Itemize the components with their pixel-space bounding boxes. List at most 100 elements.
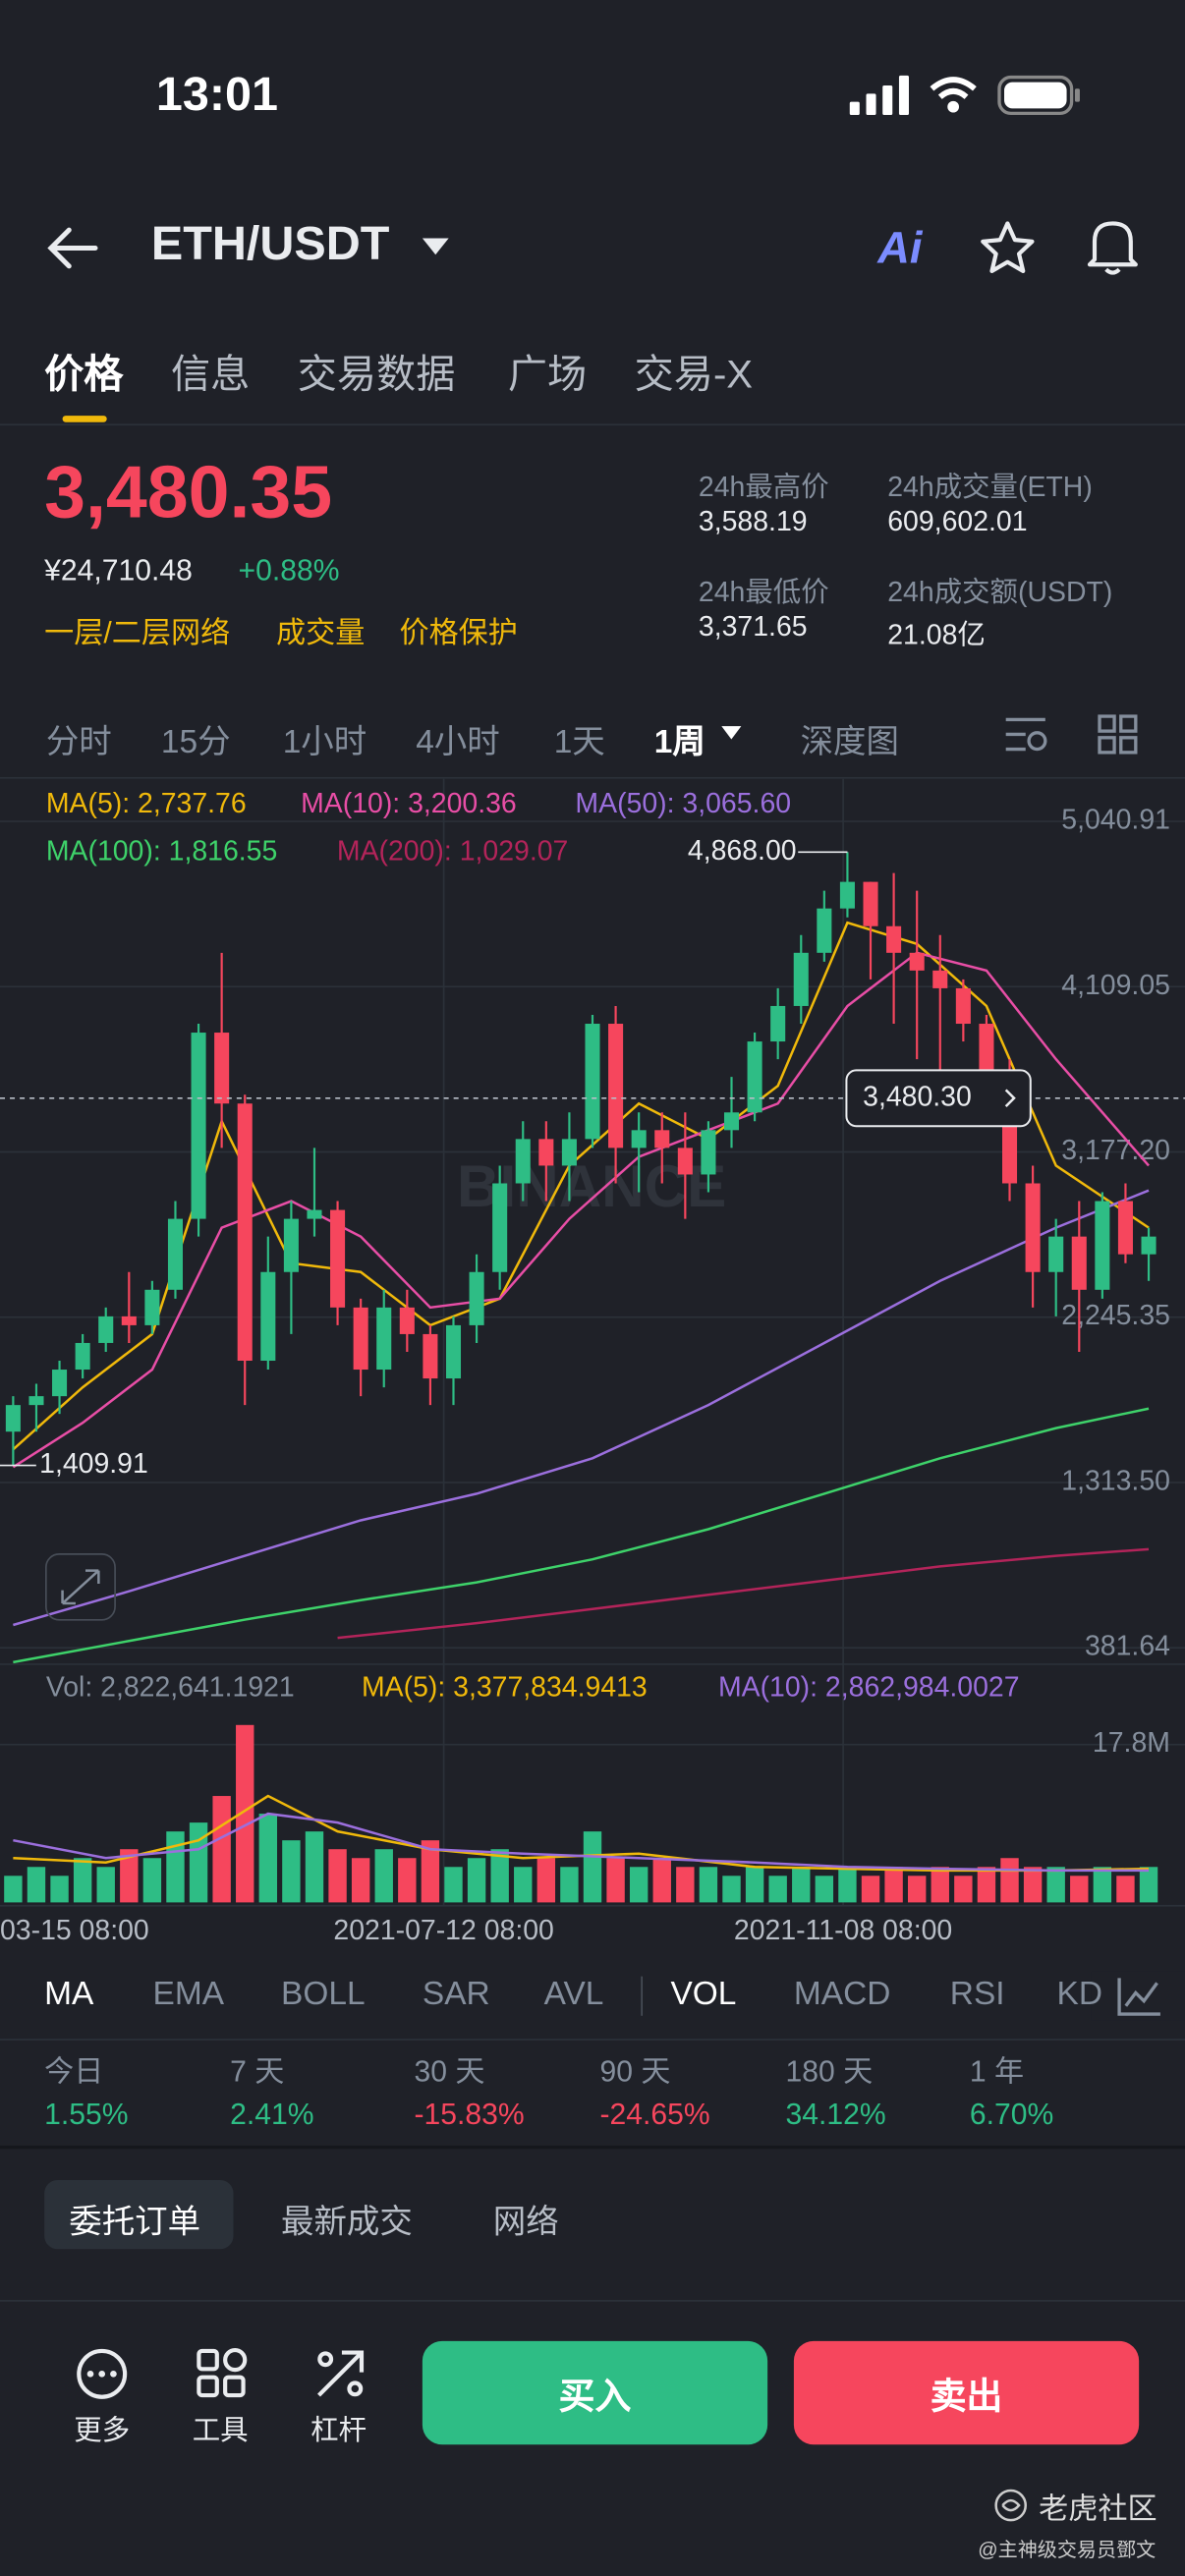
indicator[interactable]: KD <box>1056 1976 1103 2013</box>
indicator[interactable]: MA <box>44 1976 94 2013</box>
leverage-icon[interactable] <box>312 2346 368 2402</box>
volume-bar <box>838 1867 857 1903</box>
high-label: 4,868.00 <box>688 835 797 867</box>
back-button[interactable] <box>46 223 102 272</box>
candle-body <box>955 987 971 1025</box>
divider <box>0 776 1185 779</box>
x-tick-label: 2021-07-12 08:00 <box>333 1915 553 1946</box>
alert-button[interactable] <box>1085 217 1141 276</box>
indicator[interactable]: EMA <box>152 1976 225 2013</box>
indicator[interactable]: BOLL <box>281 1976 366 2013</box>
candle-body <box>631 1130 647 1148</box>
candle-body <box>353 1307 368 1371</box>
volume-bar <box>444 1867 463 1903</box>
price-tag[interactable]: 价格保护 <box>399 616 518 649</box>
price-tag[interactable]: 一层/二层网络 <box>44 616 231 649</box>
perf-value: 6.70% <box>969 2098 1054 2131</box>
volume-bar <box>189 1822 208 1903</box>
tab[interactable]: 交易-X <box>634 353 754 398</box>
pair-title[interactable]: ETH/USDT <box>150 218 390 271</box>
volume-bar <box>861 1876 880 1903</box>
candle-body <box>608 1024 624 1148</box>
candle-body <box>376 1307 392 1371</box>
volume-bar <box>583 1831 602 1903</box>
tools-icon[interactable] <box>194 2346 250 2402</box>
volume-bar <box>815 1876 834 1903</box>
volume-bar <box>606 1858 625 1903</box>
stat-label: 24h最高价 <box>698 471 829 503</box>
volume-bar <box>536 1858 556 1903</box>
buy-button[interactable]: 买入 <box>422 2340 768 2445</box>
candle-body <box>654 1130 670 1148</box>
interval[interactable]: 分时 <box>45 724 112 761</box>
indicator[interactable]: MACD <box>793 1976 891 2013</box>
indicator[interactable]: VOL <box>670 1976 737 2013</box>
candle-body <box>585 1024 600 1140</box>
expand-button <box>44 1553 116 1621</box>
candle-body <box>1071 1236 1087 1290</box>
ai-button[interactable]: Ai <box>877 223 923 273</box>
order-tab[interactable]: 最新成交 <box>281 2205 413 2241</box>
x-tick-label: 03-15 08:00 <box>0 1915 149 1946</box>
pair-dropdown[interactable] <box>421 237 450 256</box>
layout-button[interactable] <box>1097 713 1139 756</box>
volume-bar <box>1093 1867 1112 1903</box>
candle-body <box>863 881 878 926</box>
brand-logo <box>994 2489 1028 2522</box>
volume-bar <box>768 1876 787 1903</box>
perf-label: 180 天 <box>785 2054 874 2089</box>
price-tag[interactable]: 成交量 <box>276 616 366 649</box>
candle-body <box>307 1209 322 1219</box>
perf-label: 7 天 <box>230 2054 285 2089</box>
status-icons <box>849 75 1080 116</box>
perf-label: 1 年 <box>969 2054 1025 2089</box>
interval[interactable]: 1天 <box>553 724 605 761</box>
volume-bar <box>4 1876 23 1903</box>
vol-legend: MA(5): 3,377,834.9413 <box>362 1672 648 1704</box>
candle-body <box>492 1183 508 1272</box>
candle-body <box>28 1396 44 1406</box>
indicator[interactable]: SAR <box>422 1976 490 2013</box>
stat-value: 3,371.65 <box>698 611 808 643</box>
indicator-settings[interactable] <box>1114 1973 1163 2019</box>
interval[interactable]: 1周 <box>653 724 705 761</box>
action-label[interactable]: 杠杆 <box>310 2415 367 2446</box>
interval[interactable]: 4小时 <box>416 724 500 761</box>
interval[interactable]: 1小时 <box>282 724 367 761</box>
candle-body <box>260 1271 276 1362</box>
volume-bar <box>745 1867 764 1903</box>
tab[interactable]: 信息 <box>170 353 251 398</box>
action-label[interactable]: 工具 <box>192 2415 249 2446</box>
order-tab[interactable]: 网络 <box>492 2205 559 2241</box>
candle-body <box>52 1370 68 1397</box>
action-label[interactable]: 更多 <box>74 2415 131 2446</box>
volume-bar <box>1023 1867 1043 1903</box>
indicator[interactable]: RSI <box>949 1976 1005 2013</box>
volume-bar <box>236 1724 254 1903</box>
ma-legend: MA(5): 2,737.76 <box>46 788 247 819</box>
candle-body <box>817 908 832 953</box>
tab[interactable]: 价格 <box>44 353 124 398</box>
tab[interactable]: 交易数据 <box>297 353 456 398</box>
sell-button[interactable]: 卖出 <box>793 2340 1140 2445</box>
candle-body <box>144 1289 160 1325</box>
stat-label: 24h最低价 <box>698 576 829 608</box>
volume-bar <box>282 1840 301 1903</box>
chart-settings[interactable] <box>1002 713 1051 756</box>
interval[interactable]: 深度图 <box>800 724 899 761</box>
interval-dropdown[interactable] <box>720 724 743 741</box>
favorite-button[interactable] <box>980 220 1036 276</box>
interval[interactable]: 15分 <box>160 724 231 761</box>
candle-body <box>1025 1183 1041 1272</box>
tab[interactable]: 广场 <box>507 353 588 398</box>
order-tab[interactable]: 委托订单 <box>69 2205 201 2241</box>
y-tick-label: 1,313.50 <box>1061 1465 1170 1496</box>
more-icon[interactable] <box>74 2346 130 2402</box>
indicator[interactable]: AVL <box>543 1976 604 2013</box>
candle-body <box>1095 1201 1110 1290</box>
volume-bar <box>467 1858 486 1903</box>
volume-bar <box>166 1831 185 1903</box>
candle-body <box>445 1324 462 1379</box>
stat-value: 609,602.01 <box>887 506 1028 537</box>
